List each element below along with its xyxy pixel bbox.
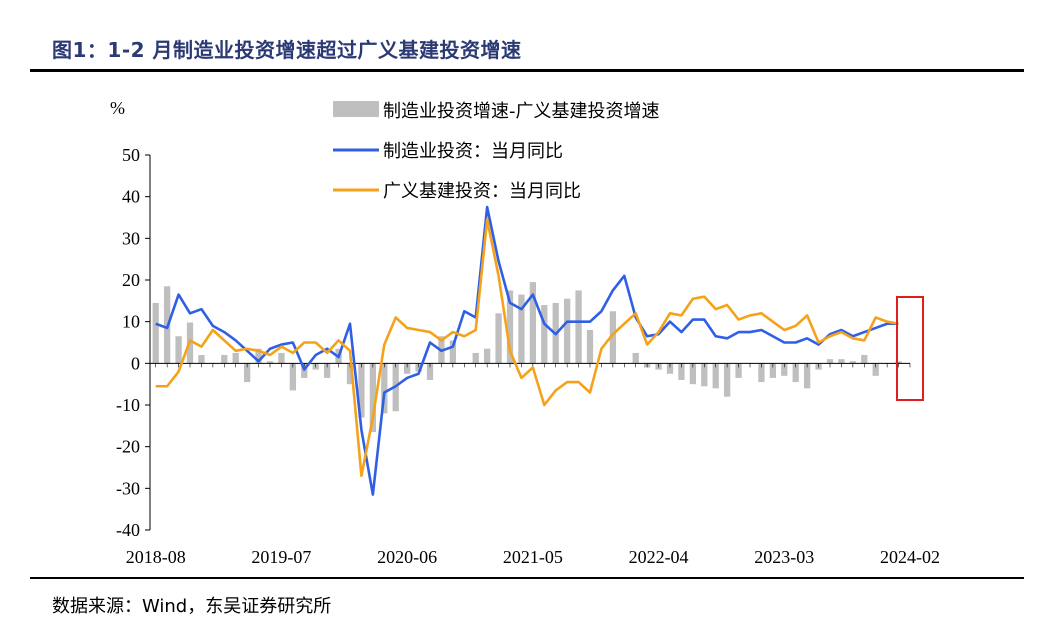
bar [198,355,205,364]
bar [609,311,616,364]
bar [849,361,856,364]
x-tick-label: 2019-07 [251,547,311,567]
x-tick-label: 2021-05 [503,547,563,567]
bar [724,363,731,397]
bar [266,361,274,364]
bar [472,352,479,364]
bar [838,359,845,364]
bar [804,363,811,389]
highlight-box [896,296,924,401]
bar [518,294,525,364]
bar [404,363,411,374]
y-tick-label: -20 [116,437,140,457]
bar [232,352,239,364]
highlight-rect [896,296,924,401]
bar [415,363,422,372]
bar [872,363,879,376]
bar [529,282,536,364]
y-tick-label: -10 [116,395,140,415]
bar [769,363,776,378]
bar [792,363,799,383]
bar [826,359,834,364]
bar [175,336,182,364]
bar [152,302,159,364]
y-tick-label: 10 [122,312,140,332]
bar [781,363,788,376]
bar [632,352,639,364]
x-tick-label: 2024-02 [880,547,940,567]
bar [255,348,262,364]
line-series [155,205,899,496]
x-tick-label: 2018-08 [126,547,186,567]
bar-series [152,282,902,433]
bar [506,290,514,364]
bar [689,363,696,385]
legend-label-manufacturing: 制造业投资：当月同比 [383,141,563,162]
bar [758,363,765,383]
bar [541,305,548,364]
y-tick-label: -40 [116,520,140,540]
bar [701,363,708,387]
x-tick-label: 2022-04 [629,547,689,567]
axes: 50 40 30 20 10 0 -10 -20 -30 -40% 2018-08 2019-07 20… [110,98,940,567]
bar [369,363,376,433]
x-tick-label: 2020-06 [377,547,437,567]
source-note: 数据来源：Wind，东吴证券研究所 [52,596,332,617]
legend-label-infrastructure: 广义基建投资：当月同比 [383,181,581,202]
x-tick-label: 2023-03 [754,547,814,567]
bar [221,355,228,364]
y-tick-label: 20 [122,270,140,290]
bar [712,363,719,389]
bar [564,298,571,364]
y-tick-label: 30 [122,228,140,248]
bar [381,363,388,414]
y-tick-label: 50 [122,145,140,165]
bottom-rule [30,577,1024,579]
bar [575,290,582,364]
bar [666,363,674,374]
bar [586,330,594,364]
y-axis-unit-label: % [110,98,125,118]
legend-swatch-bar [333,101,379,117]
legend-label-bar: 制造业投资增速-广义基建投资增速 [383,101,660,122]
bar [678,363,685,380]
y-tick-label: 0 [131,353,140,373]
bar [278,352,285,364]
bar [449,340,456,364]
y-tick-label: 40 [122,187,140,207]
bar [358,363,365,418]
bar [861,355,868,364]
bar [426,363,434,380]
figure-title: 图1：1-2 月制造业投资增速超过广义基建投资增速 [52,38,522,62]
bar [484,348,491,364]
top-rule [30,69,1024,72]
bar [895,361,902,364]
infrastructure-line [155,218,899,478]
manufacturing-line [155,205,899,496]
bar [346,363,354,385]
bar [324,363,331,378]
y-tick-label: -30 [116,478,140,498]
bar [495,313,502,364]
bar [244,363,251,383]
bar [289,363,296,391]
bar [735,363,742,378]
